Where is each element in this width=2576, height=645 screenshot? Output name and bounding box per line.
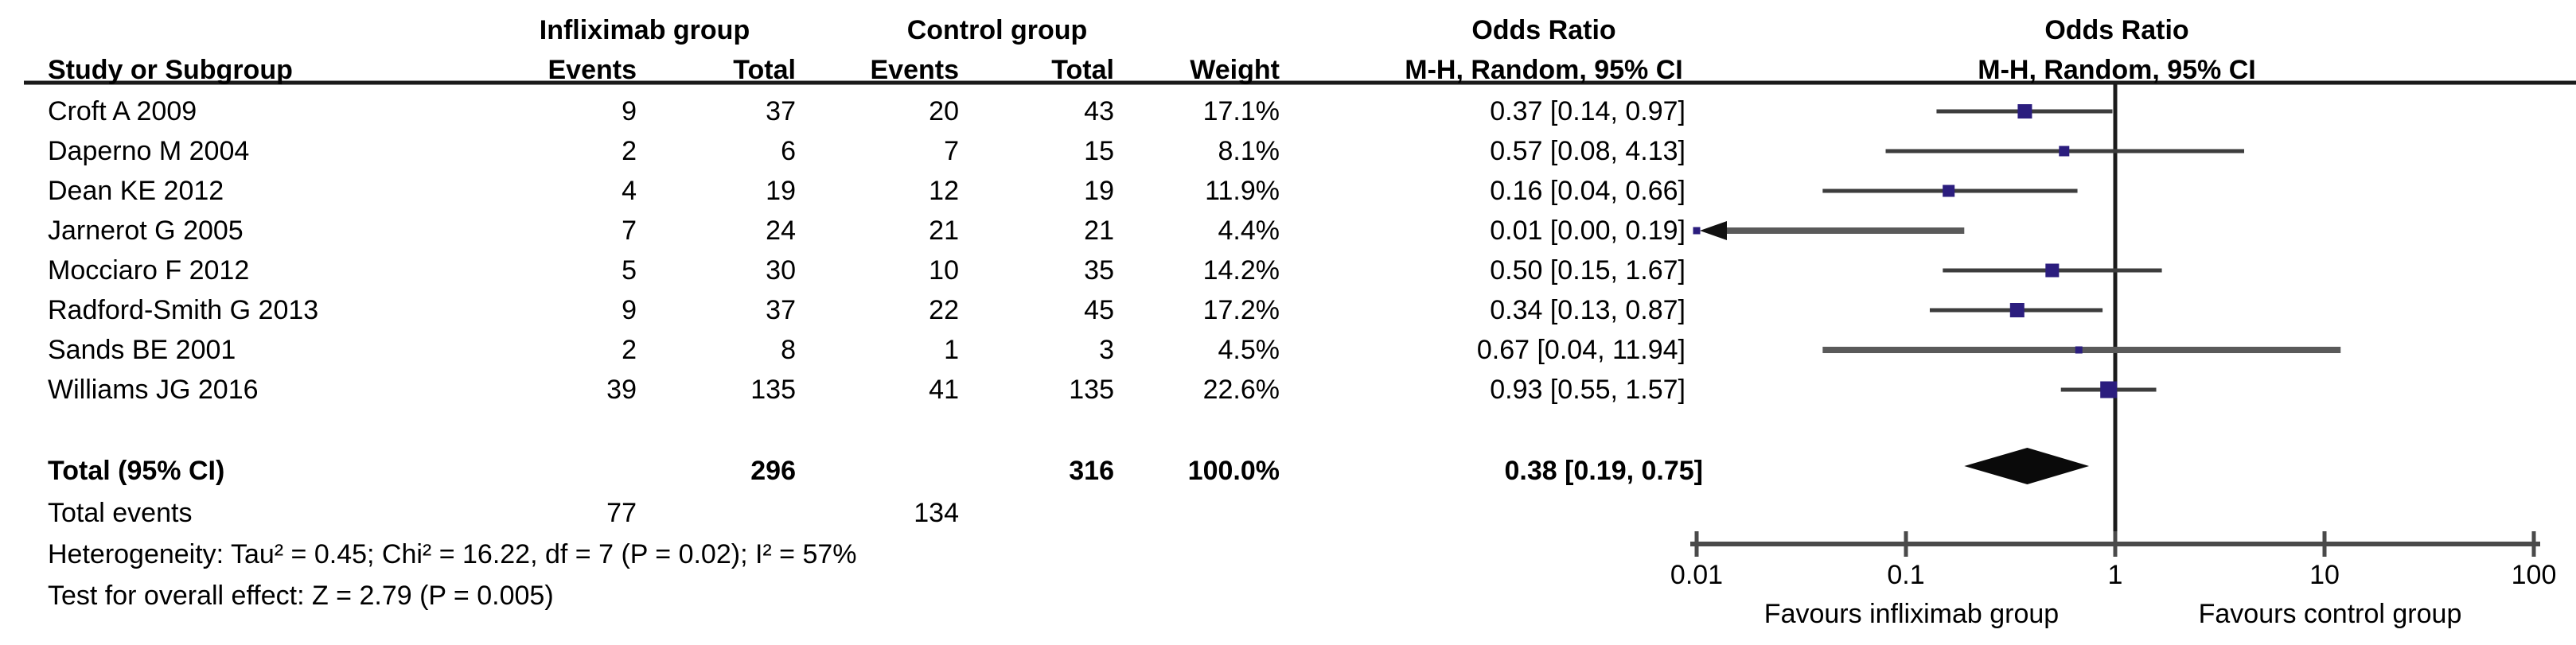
- study-weight: 17.2%: [1202, 295, 1280, 325]
- study-events-ifx: 7: [622, 216, 637, 246]
- study-events-ifx: 39: [606, 375, 637, 405]
- study-events-ctrl: 10: [929, 255, 959, 286]
- study-or-ci: 0.16 [0.04, 0.66]: [1490, 176, 1686, 206]
- study-events-ifx: 2: [622, 335, 637, 365]
- study-events-ifx: 9: [622, 295, 637, 325]
- study-weight: 4.4%: [1218, 216, 1280, 246]
- x-axis-tick-label: 1: [2107, 560, 2123, 590]
- x-axis-tick-label: 0.1: [1887, 560, 1925, 590]
- study-total-ifx: 6: [781, 136, 796, 166]
- study-total-ifx: 135: [750, 375, 796, 405]
- study-name: Sands BE 2001: [48, 335, 236, 365]
- total-events-ifx: 77: [606, 498, 637, 528]
- study-weight: 8.1%: [1218, 136, 1280, 166]
- or-point-marker: [1693, 227, 1701, 235]
- total-row-label: Total (95% CI): [48, 456, 225, 486]
- study-or-ci: 0.34 [0.13, 0.87]: [1490, 295, 1686, 325]
- heterogeneity-stats: Heterogeneity: Tau² = 0.45; Chi² = 16.22…: [48, 539, 857, 569]
- column-group-control: Control group: [906, 15, 1088, 45]
- study-total-ctrl: 135: [1069, 375, 1114, 405]
- study-events-ifx: 2: [622, 136, 637, 166]
- or-point-marker: [2045, 263, 2060, 278]
- total-events-label: Total events: [48, 498, 193, 528]
- study-name: Daperno M 2004: [48, 136, 250, 166]
- study-events-ctrl: 1: [944, 335, 959, 365]
- x-axis-tick-label: 10: [2309, 560, 2340, 590]
- study-weight: 11.9%: [1205, 176, 1280, 206]
- study-events-ifx: 4: [622, 176, 637, 206]
- total-diamond: [1964, 448, 2090, 484]
- study-total-ifx: 19: [766, 176, 796, 206]
- study-name: Radford-Smith G 2013: [48, 295, 319, 325]
- x-axis-tick-label: 0.01: [1670, 560, 1724, 590]
- study-or-ci: 0.67 [0.04, 11.94]: [1476, 335, 1686, 365]
- or-point-marker: [2100, 381, 2118, 398]
- study-total-ctrl: 21: [1084, 216, 1114, 246]
- column-header-events-ctrl: Events: [870, 55, 960, 85]
- favours-right-label: Favours control group: [2198, 599, 2462, 629]
- study-weight: 14.2%: [1202, 255, 1280, 286]
- study-total-ifx: 37: [766, 295, 796, 325]
- or-point-marker: [2009, 303, 2025, 317]
- study-weight: 22.6%: [1202, 375, 1280, 405]
- or-plot-column-title: Odds Ratio: [2044, 15, 2189, 45]
- or-text-column-title: Odds Ratio: [1471, 15, 1616, 45]
- total-weight: 100.0%: [1187, 456, 1280, 486]
- column-header-study: Study or Subgroup: [48, 55, 293, 85]
- overall-effect-test: Test for overall effect: Z = 2.79 (P = 0…: [48, 581, 554, 611]
- study-events-ifx: 9: [622, 96, 637, 126]
- study-total-ctrl: 35: [1084, 255, 1114, 286]
- study-total-ctrl: 45: [1084, 295, 1114, 325]
- study-events-ctrl: 22: [929, 295, 959, 325]
- x-axis-tick-label: 100: [2511, 560, 2557, 590]
- study-or-ci: 0.57 [0.08, 4.13]: [1490, 136, 1686, 166]
- study-total-ifx: 8: [781, 335, 796, 365]
- or-point-marker: [2075, 346, 2083, 354]
- study-total-ctrl: 43: [1084, 96, 1114, 126]
- study-events-ctrl: 41: [929, 375, 959, 405]
- study-total-ctrl: 15: [1084, 136, 1114, 166]
- study-name: Williams JG 2016: [48, 375, 259, 405]
- study-name: Jarnerot G 2005: [48, 216, 244, 246]
- column-header-events-ifx: Events: [548, 55, 637, 85]
- study-or-ci: 0.93 [0.55, 1.57]: [1490, 375, 1686, 405]
- total-ifx-n: 296: [750, 456, 796, 486]
- column-group-infliximab: Infliximab group: [539, 15, 750, 45]
- study-weight: 4.5%: [1218, 335, 1280, 365]
- or-point-marker: [2059, 146, 2070, 157]
- study-or-ci: 0.01 [0.00, 0.19]: [1490, 216, 1686, 246]
- study-total-ctrl: 19: [1084, 176, 1114, 206]
- study-name: Croft A 2009: [48, 96, 197, 126]
- column-header-weight: Weight: [1190, 55, 1280, 85]
- total-events-ctrl: 134: [914, 498, 959, 528]
- or-text-column-subtitle: M-H, Random, 95% CI: [1405, 55, 1683, 85]
- study-events-ctrl: 7: [944, 136, 959, 166]
- favours-left-label: Favours infliximab group: [1763, 599, 2060, 629]
- study-events-ctrl: 20: [929, 96, 959, 126]
- study-weight: 17.1%: [1202, 96, 1280, 126]
- study-events-ctrl: 12: [929, 176, 959, 206]
- study-name: Mocciaro F 2012: [48, 255, 250, 286]
- study-name: Dean KE 2012: [48, 176, 224, 206]
- column-header-total-ifx: Total: [733, 55, 796, 85]
- column-header-total-ctrl: Total: [1051, 55, 1114, 85]
- study-total-ifx: 24: [766, 216, 796, 246]
- total-or-ci: 0.38 [0.19, 0.75]: [1504, 456, 1703, 486]
- study-total-ctrl: 3: [1099, 335, 1114, 365]
- study-total-ifx: 30: [766, 255, 796, 286]
- study-total-ifx: 37: [766, 96, 796, 126]
- study-events-ctrl: 21: [929, 216, 959, 246]
- ci-arrow-left: [1700, 221, 1727, 240]
- study-or-ci: 0.50 [0.15, 1.67]: [1490, 255, 1686, 286]
- study-or-ci: 0.37 [0.14, 0.97]: [1490, 96, 1686, 126]
- total-ctrl-n: 316: [1069, 456, 1114, 486]
- study-events-ifx: 5: [622, 255, 637, 286]
- or-point-marker: [1943, 185, 1955, 197]
- or-point-marker: [2017, 104, 2032, 119]
- or-plot-column-subtitle: M-H, Random, 95% CI: [1978, 55, 2256, 85]
